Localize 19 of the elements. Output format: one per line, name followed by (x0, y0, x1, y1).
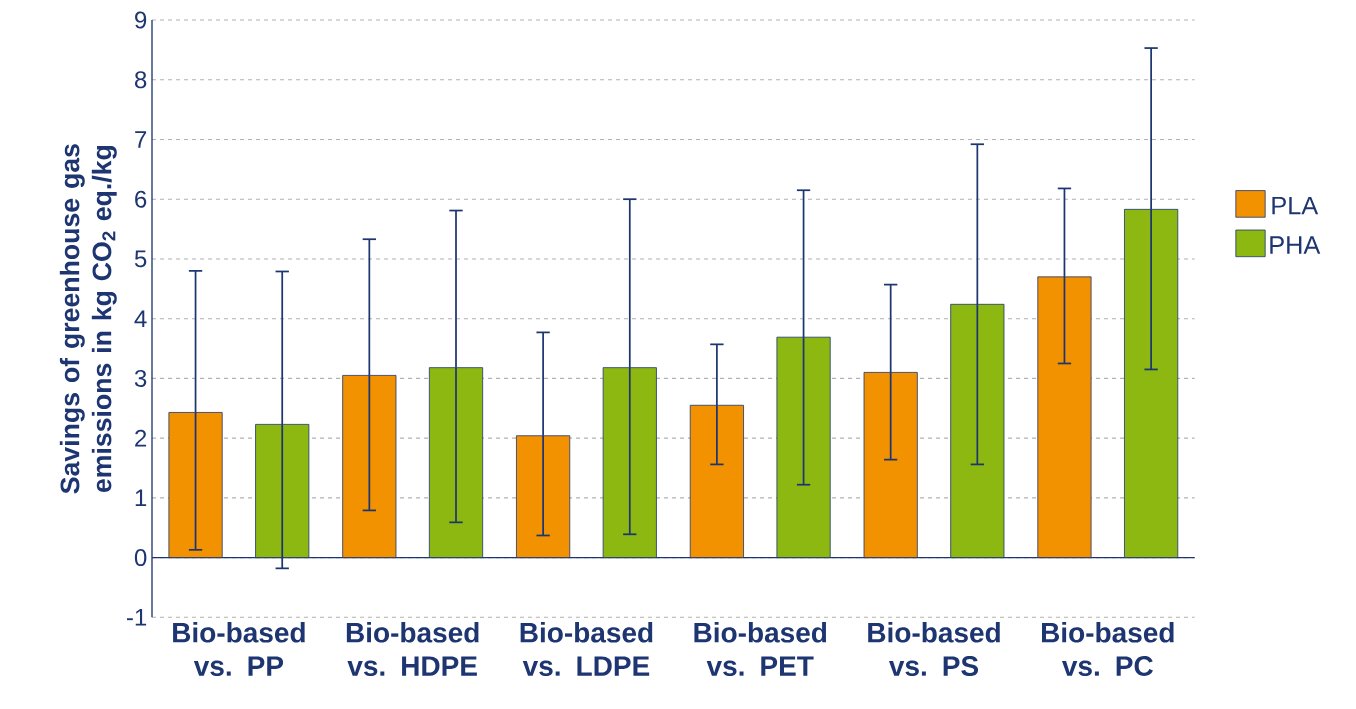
x-tick-label: Bio-based vs. PS (868, 621, 1000, 676)
y-tick-label: 4 (134, 310, 147, 327)
y-tick-label: 5 (134, 250, 147, 268)
x-tick-label: Bio-based vs. LDPE (520, 621, 653, 676)
y-tick-label: 6 (135, 190, 147, 208)
x-tick-label: Bio-based vs. HDPE (346, 621, 479, 676)
y-tick-label: 7 (135, 131, 147, 148)
y-tick-label: -1 (127, 608, 147, 626)
y-tick-label: 3 (134, 369, 147, 387)
y-tick-label: 8 (134, 71, 147, 89)
y-tick-label: 0 (134, 548, 147, 566)
x-tick-label: Bio-based vs. PC (1041, 621, 1174, 676)
x-tick-label: Bio-based vs. PP (173, 621, 305, 676)
x-tick-label: Bio-based vs. PET (694, 621, 827, 676)
y-tick-label: 9 (135, 11, 147, 29)
y-tick-label: 1 (135, 489, 147, 506)
legend-label: PLA (1272, 196, 1319, 215)
legend-label: PHA (1270, 236, 1321, 254)
y-tick-label: 2 (135, 429, 147, 447)
